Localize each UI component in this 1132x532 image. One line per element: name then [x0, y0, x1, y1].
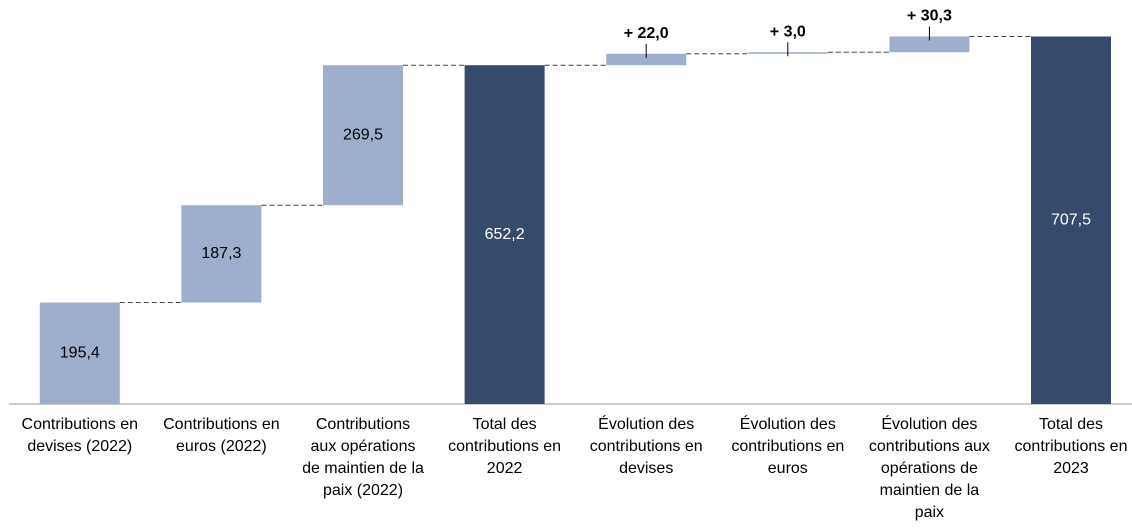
- x-tick-label: Total des contributions en 2022: [448, 416, 562, 477]
- bar: [1031, 36, 1111, 405]
- x-tick-label: Contributions aux opérations de maintien…: [302, 416, 424, 499]
- bar: [39, 302, 120, 404]
- x-tick-label: Contributions en devises (2022): [21, 416, 139, 455]
- value-label: 195,4: [60, 344, 100, 361]
- x-tick-label: Évolution des contributions en devises: [589, 416, 703, 477]
- bar: [606, 53, 687, 66]
- bar: [889, 36, 970, 53]
- x-tick-label: Évolution des contributions en euros: [731, 416, 845, 477]
- bar: [181, 205, 262, 303]
- bar: [464, 65, 545, 405]
- value-label: + 22,0: [624, 25, 669, 42]
- x-tick-label: Total des contributions en 2023: [1014, 416, 1128, 477]
- value-label: 187,3: [201, 245, 241, 262]
- value-label: 269,5: [343, 126, 383, 143]
- value-label: 707,5: [1051, 211, 1091, 228]
- value-label: + 30,3: [907, 8, 952, 25]
- value-label: + 3,0: [770, 23, 806, 40]
- bar: [323, 65, 403, 206]
- x-tick-label: Contributions en euros (2022): [163, 416, 280, 455]
- x-tick-label: Évolution des contributions aux opératio…: [868, 416, 990, 521]
- value-label: 652,2: [485, 226, 525, 243]
